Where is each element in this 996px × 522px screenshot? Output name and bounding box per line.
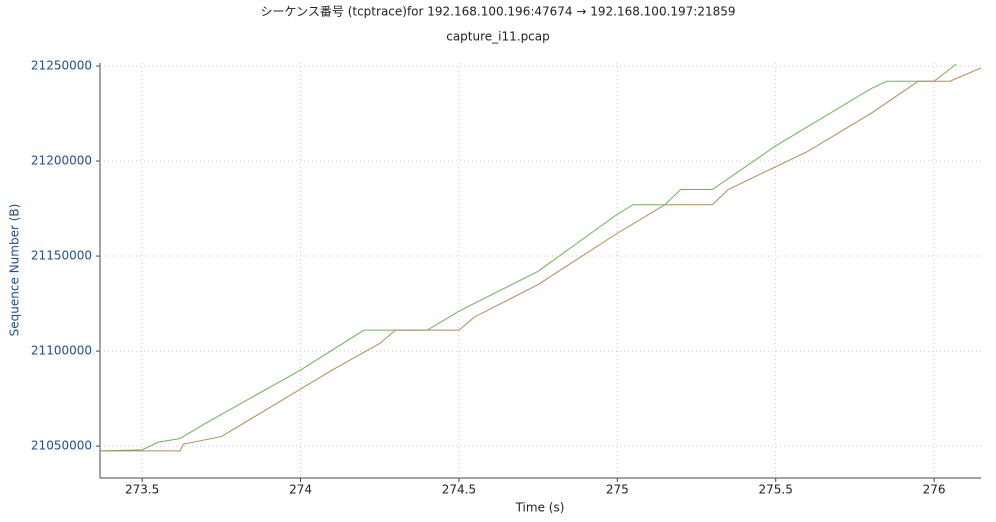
x-tick-label: 274.5 [442,483,476,497]
y-tick-label: 21050000 [31,439,92,453]
y-tick-label: 21150000 [31,249,92,263]
chart-title: シーケンス番号 (tcptrace)for 192.168.100.196:47… [260,5,735,19]
x-tick-label: 276 [923,483,946,497]
chart-subtitle: capture_i11.pcap [446,30,550,44]
x-tick-label: 275.5 [759,483,793,497]
x-axis-title: Time (s) [515,501,565,515]
x-tick-label: 274 [289,483,312,497]
x-tick-label: 273.5 [125,483,159,497]
y-tick-label: 21200000 [31,154,92,168]
y-tick-label: 21100000 [31,344,92,358]
y-tick-label: 21250000 [31,59,92,73]
y-axis-title: Sequence Number (B) [8,204,22,337]
series-line [100,67,982,452]
x-tick-label: 275 [606,483,629,497]
series-line [99,63,957,452]
